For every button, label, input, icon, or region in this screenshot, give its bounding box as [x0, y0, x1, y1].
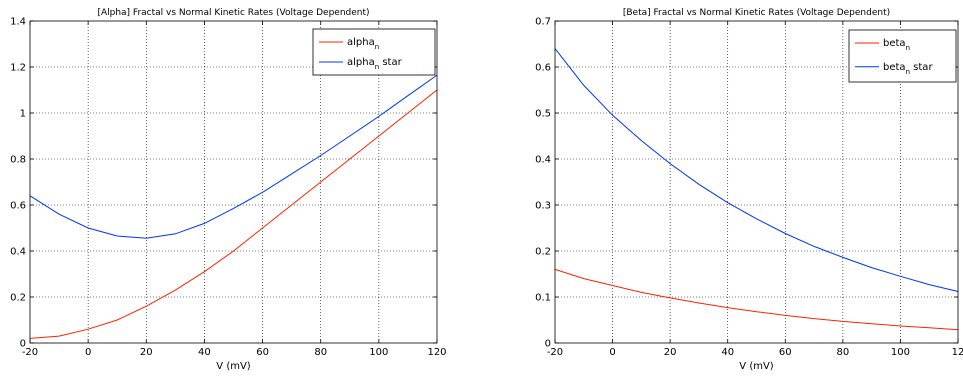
x-tick-label: 40 — [198, 347, 211, 358]
y-tick-label: 0.4 — [10, 247, 26, 258]
x-tick-label: 60 — [779, 347, 792, 358]
x-axis-label: V (mV) — [216, 361, 251, 372]
legend-label: alphan star — [347, 57, 403, 71]
x-tick-label: 0 — [609, 347, 615, 358]
y-tick-label: 0.1 — [535, 293, 551, 304]
y-tick-label: 1 — [20, 109, 26, 120]
series-line-beta-star — [554, 48, 959, 292]
y-tick-label: 0.7 — [535, 17, 551, 28]
y-tick-label: 0.6 — [535, 63, 551, 74]
y-tick-label: 0.3 — [535, 201, 551, 212]
x-tick-label: 12 — [952, 347, 963, 358]
chart-title: [Alpha] Fractal vs Normal Kinetic Rates … — [97, 8, 369, 18]
x-tick-label: 80 — [836, 347, 849, 358]
legend-box — [848, 29, 957, 83]
series-line-beta — [554, 268, 959, 331]
legend-label: betan star — [883, 62, 933, 76]
legend-box — [312, 28, 436, 76]
x-tick-label: 0 — [85, 347, 91, 358]
series-line-alpha — [29, 89, 438, 339]
x-tick-label: 100 — [891, 347, 910, 358]
y-tick-label: 0.6 — [10, 201, 26, 212]
x-tick-label: 20 — [664, 347, 677, 358]
y-tick-label: 0 — [20, 339, 26, 350]
x-tick-label: 60 — [256, 347, 269, 358]
beta-chart: -20 0 20 40 60 80 100 1200.10.20.30.40.50.60.7[… — [535, 8, 963, 372]
x-tick-label: 100 — [369, 347, 388, 358]
y-tick-label: 1.2 — [10, 63, 26, 74]
x-axis-label: V (mV) — [739, 361, 774, 372]
chart-title: [Beta] Fractal vs Normal Kinetic Rates (… — [623, 8, 890, 18]
y-tick-label: 0.2 — [535, 247, 551, 258]
x-tick-label: 20 — [140, 347, 153, 358]
alpha-chart: -20 0 20 40 60 80 100 12000.20.40.60.811.21.4[A… — [10, 8, 446, 372]
y-tick-label: 0.5 — [535, 109, 551, 120]
legend-label: betan — [883, 38, 910, 52]
y-tick-label: 0 — [545, 339, 551, 350]
y-tick-label: 0.4 — [535, 155, 551, 166]
legend-label: alphan — [347, 37, 379, 51]
y-tick-label: 1.4 — [10, 17, 26, 28]
x-tick-label: 40 — [721, 347, 734, 358]
axes-frame — [554, 20, 959, 344]
x-tick-label: -20 — [22, 347, 38, 358]
axes-frame — [29, 20, 438, 344]
y-tick-label: 0.8 — [10, 155, 26, 166]
x-tick-label: 120 — [427, 347, 446, 358]
series-line-alpha-star — [29, 74, 438, 239]
y-tick-label: 0.2 — [10, 293, 26, 304]
x-tick-label: 80 — [314, 347, 327, 358]
x-tick-label: -20 — [547, 347, 563, 358]
